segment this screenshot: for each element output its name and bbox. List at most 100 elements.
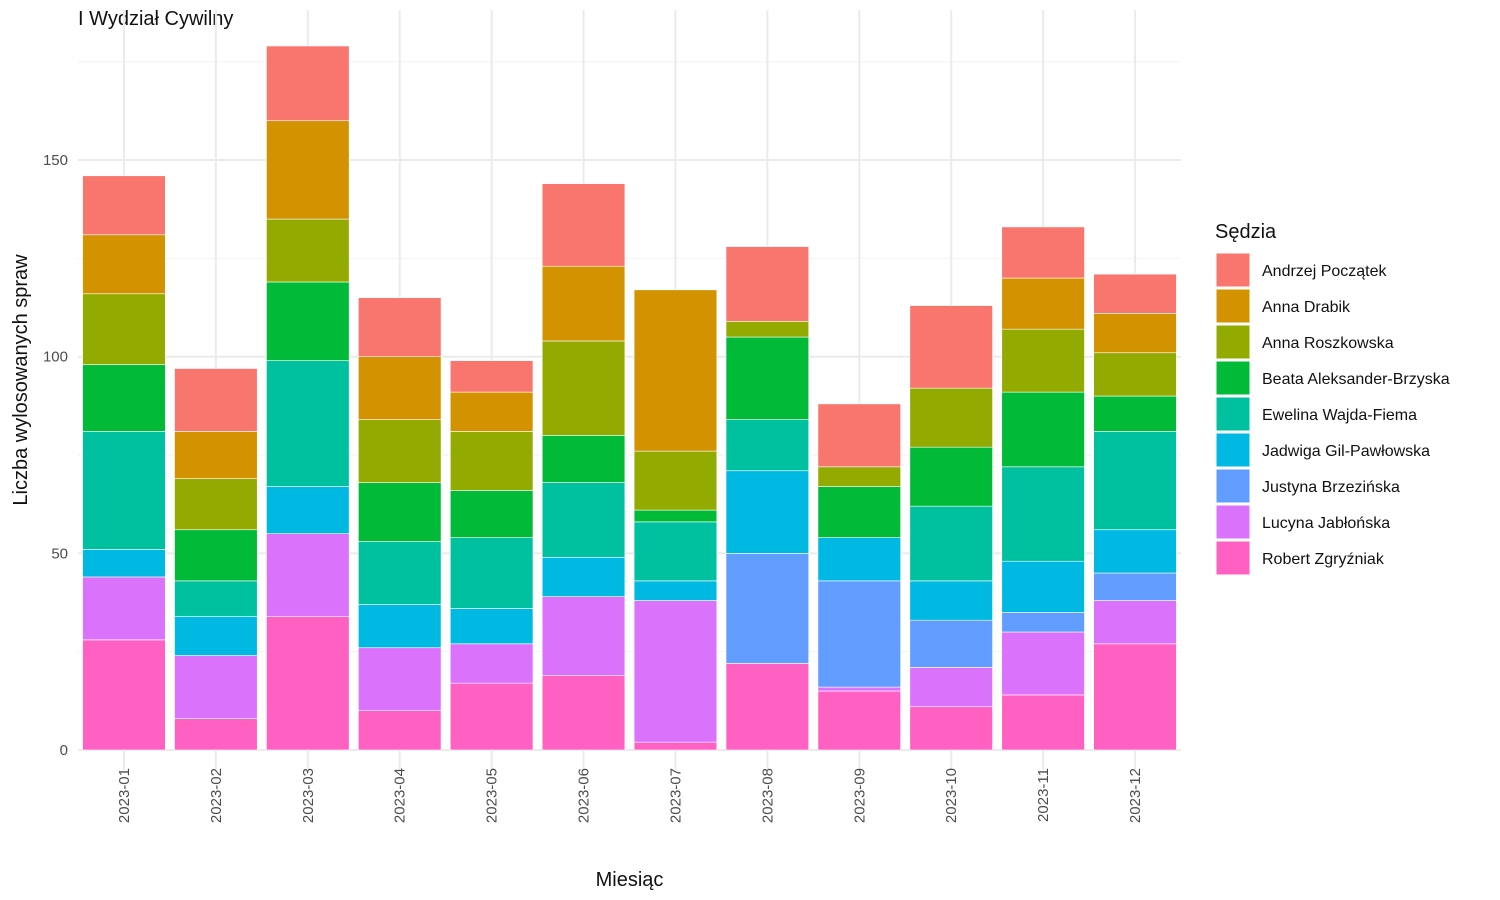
bar-segment [909,580,993,621]
bar-segment [82,639,166,751]
legend-swatch [1215,432,1251,468]
bar-segment [817,690,901,751]
bar-segment [82,293,166,365]
bar-segment [1093,395,1177,432]
bar-segment [266,360,350,487]
y-tick-label: 150 [43,152,68,169]
bar-segment [633,521,718,582]
bar-segment [725,336,810,420]
bar-segment [1093,643,1177,751]
bar-segment [1001,328,1085,393]
x-tick-label: 2023-12 [1127,768,1144,823]
bar-segment [82,431,166,550]
x-tick-label: 2023-05 [484,768,501,823]
bar-segment [1001,466,1085,562]
bar-segment [266,120,350,220]
bar-segment [449,537,534,609]
bar-segment [1001,391,1085,468]
bar-segment [1093,431,1177,531]
bar-segment [358,482,442,542]
legend-label: Beata Aleksander-Brzyska [1262,371,1450,388]
bar-segment [82,175,166,236]
bar-segment [358,419,442,483]
legend-label: Andrzej Początek [1262,263,1388,280]
bar-segment [817,466,901,487]
bar-segment [541,482,626,558]
bar-segment [725,663,810,751]
bar-segment [266,218,350,283]
x-tick-label: 2023-10 [943,768,960,823]
bar-segment [725,321,810,338]
bar-segment [633,580,718,601]
bar-segment [1093,529,1177,574]
legend-swatch [1215,468,1251,504]
bar-segment [1001,226,1085,279]
bar-segment [449,360,534,393]
bar-segment [174,478,258,531]
legend-title: Sędzia [1215,221,1277,243]
bar-segment [358,356,442,420]
bar-segment [266,486,350,534]
bar-segment [817,537,901,582]
y-tick-label: 100 [43,349,68,366]
chart-title: I Wydział Cywilny [78,8,234,30]
bar-segment [541,596,626,676]
bar-segment [817,403,901,468]
bar-segment [909,706,993,751]
bar-segment [725,470,810,554]
bar-segment [449,643,534,684]
bars [82,45,1177,751]
bar-segment [725,419,810,472]
bar-segment [909,667,993,708]
bar-segment [449,391,534,432]
bar-segment [1001,631,1085,696]
bar-segment [358,710,442,751]
bar-segment [358,647,442,711]
legend-swatch [1215,360,1251,396]
x-tick-label: 2023-08 [759,768,776,823]
bar-segment [1001,612,1085,633]
bar-segment [174,615,258,656]
bar-segment [541,556,626,597]
bar-segment [449,682,534,751]
bar-segment [449,608,534,645]
bar-segment [358,297,442,357]
bar-segment [909,305,993,389]
bar-segment [1093,600,1177,645]
bar-segment [909,505,993,582]
bar-segment [633,450,718,511]
bar-segment [909,446,993,507]
x-tick-label: 2023-03 [300,768,317,823]
bar-segment [541,183,626,267]
bar-segment [82,364,166,432]
legend-swatch [1215,540,1251,576]
bar-segment [817,580,901,688]
legend-label: Robert Zgryźniak [1262,551,1385,568]
legend-label: Justyna Brzezińska [1262,479,1400,496]
x-tick-label: 2023-06 [576,768,593,823]
bar-segment [82,549,166,578]
bar-segment [266,281,350,361]
legend-swatch [1215,288,1251,324]
bar-segment [725,553,810,664]
bar-segment [1093,313,1177,354]
bar-segment [633,289,718,452]
bar-segment [1001,277,1085,330]
bar-segment [174,368,258,432]
bar-segment [633,509,718,523]
legend-label: Anna Drabik [1262,299,1351,316]
bar-segment [633,600,718,743]
bar-segment [449,431,534,491]
x-tick-label: 2023-07 [667,768,684,823]
bar-segment [541,674,626,751]
bar-segment [266,45,350,122]
bar-segment [909,619,993,668]
y-tick-label: 0 [60,742,68,759]
y-tick-label: 50 [51,545,68,562]
legend-swatch [1215,396,1251,432]
bar-segment [174,529,258,582]
bar-segment [725,246,810,322]
legend-label: Anna Roszkowska [1262,335,1394,352]
bar-segment [266,615,350,751]
